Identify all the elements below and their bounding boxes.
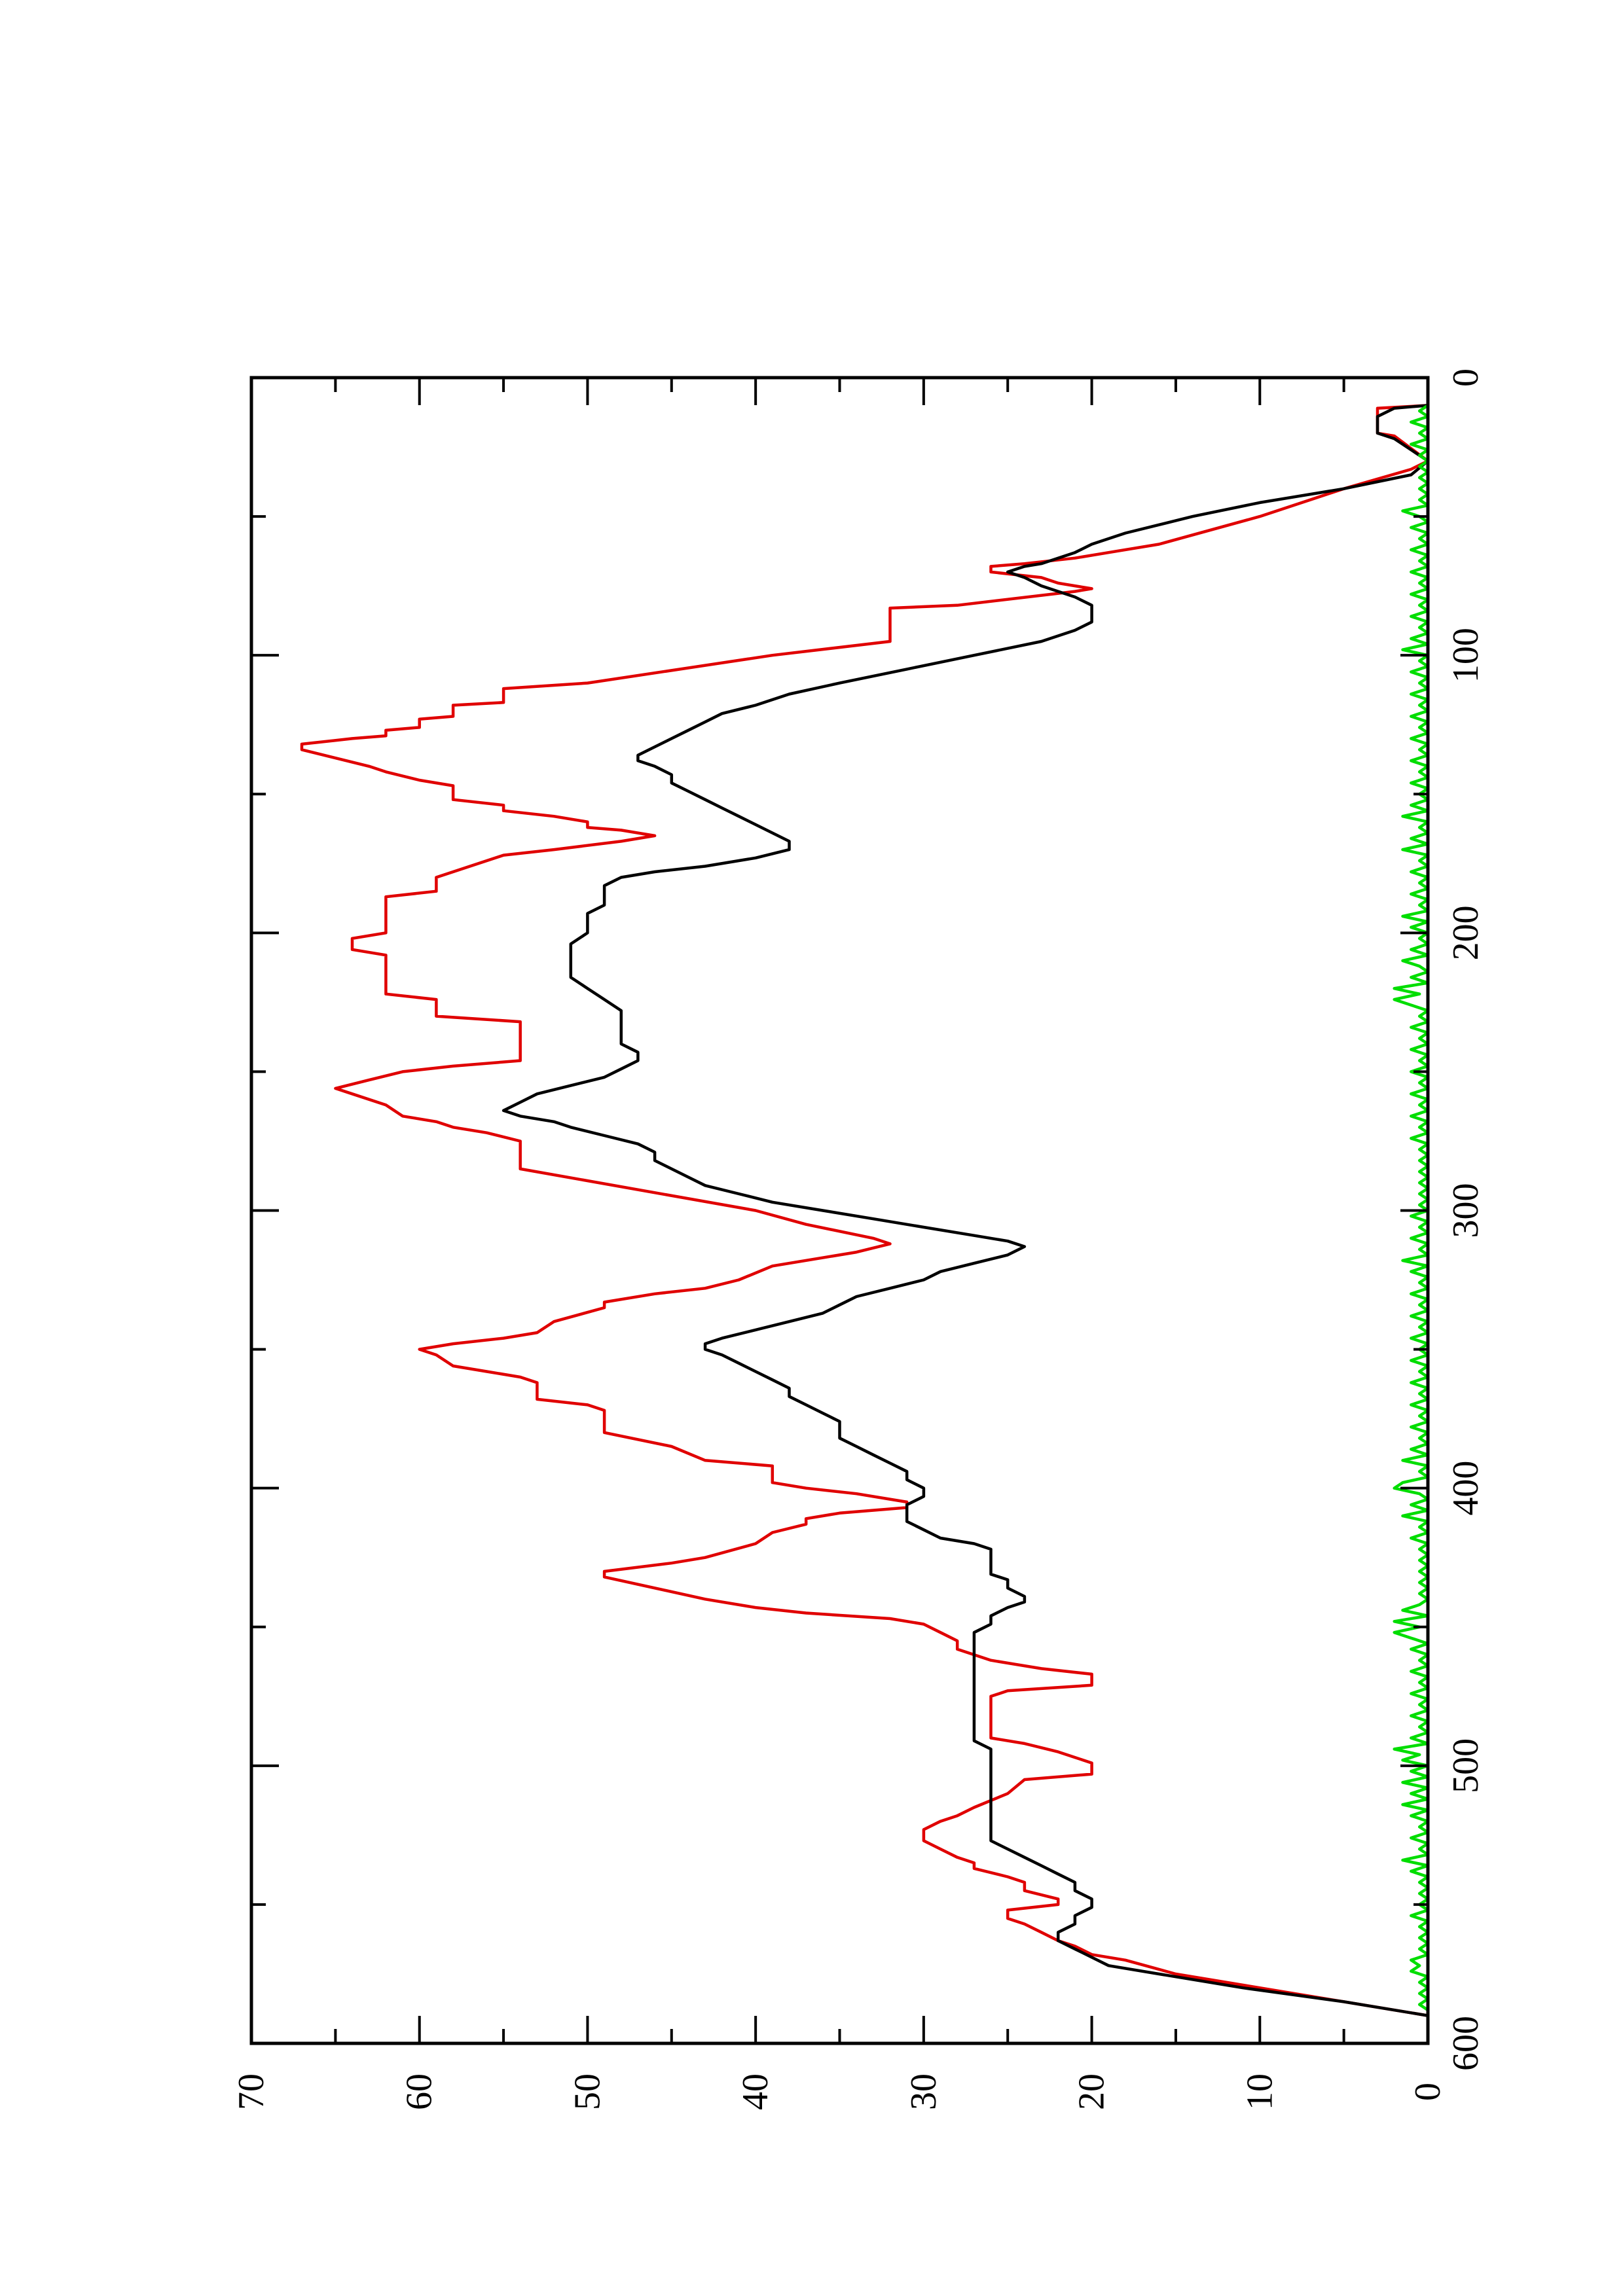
y-tick-label: 30 bbox=[903, 2073, 944, 2110]
x-tick-label: 200 bbox=[1446, 905, 1486, 960]
axis-ticks bbox=[250, 376, 1429, 2045]
y-tick-label: 50 bbox=[567, 2073, 608, 2110]
y-tick-label: 0 bbox=[1408, 2083, 1448, 2101]
y-tick-label: 10 bbox=[1239, 2073, 1280, 2110]
tick-labels: 0 100 200 300 400 500 600 0 10 20 30 40 50 60 70 bbox=[231, 368, 1486, 2110]
x-tick-label: 300 bbox=[1446, 1183, 1486, 1238]
series-layer bbox=[300, 404, 1430, 2017]
x-tick-label: 600 bbox=[1446, 2016, 1486, 2071]
y-tick-label: 70 bbox=[231, 2073, 272, 2110]
x-tick-label: 500 bbox=[1446, 1738, 1486, 1793]
plot-frame bbox=[249, 376, 1430, 2045]
y-tick-label: 40 bbox=[735, 2073, 776, 2110]
x-tick-label: 100 bbox=[1446, 628, 1486, 683]
x-tick-label: 400 bbox=[1446, 1461, 1486, 1516]
y-tick-label: 20 bbox=[1072, 2073, 1112, 2110]
x-tick-label: 0 bbox=[1446, 368, 1486, 387]
series-line-1 bbox=[300, 404, 1430, 2017]
y-tick-label: 60 bbox=[399, 2073, 440, 2110]
series-line-2 bbox=[501, 404, 1430, 2017]
